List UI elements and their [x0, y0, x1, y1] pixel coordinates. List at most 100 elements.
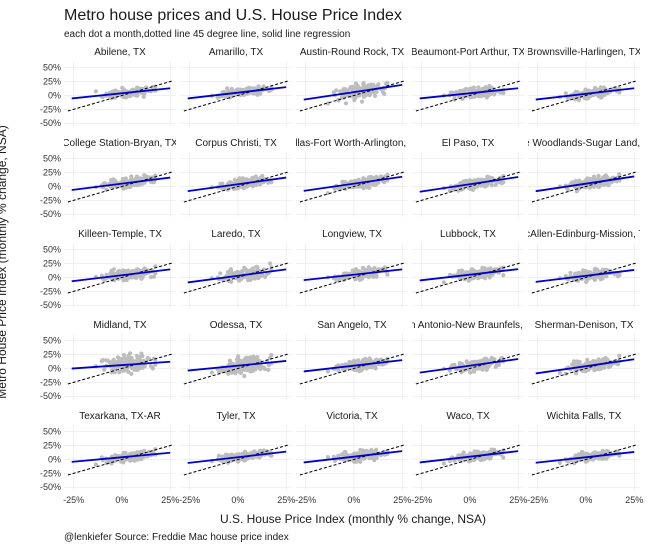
- data-point: [484, 183, 489, 188]
- facet-strip-label: Victoria, TX: [326, 411, 378, 422]
- facet-panel: McAllen-Edinburg-Mission, TX: [517, 229, 650, 308]
- data-point: [102, 181, 107, 186]
- data-point: [484, 367, 489, 373]
- facet-strip-label: Texarkana, TX-AR: [79, 411, 161, 422]
- data-point: [341, 88, 346, 93]
- facet-strip-label: McAllen-Edinburg-Mission, TX: [517, 229, 650, 240]
- data-point: [372, 458, 377, 463]
- data-point: [351, 358, 356, 364]
- y-tick-label: 50%: [43, 427, 61, 437]
- y-tick-label: -50%: [40, 118, 61, 128]
- data-point: [471, 369, 477, 374]
- data-point: [150, 449, 155, 454]
- y-tick-label: 0%: [48, 363, 61, 373]
- data-point: [606, 183, 611, 188]
- scatter-points: [557, 266, 622, 285]
- data-point: [574, 371, 579, 376]
- data-point: [450, 363, 455, 368]
- data-point: [218, 367, 223, 372]
- facet-panel: San Antonio-New Braunfels, TX: [412, 320, 524, 399]
- data-point: [218, 181, 223, 186]
- facet-strip-label: Wichita Falls, TX: [547, 411, 622, 422]
- data-point: [102, 278, 107, 283]
- reference-45-line: [299, 262, 405, 294]
- data-point: [229, 279, 234, 284]
- data-point: [109, 360, 114, 365]
- facet-strip-label: Dallas-Fort Worth-Arlington, TX: [282, 138, 421, 149]
- regression-line: [419, 268, 519, 282]
- data-point: [249, 356, 254, 361]
- data-point: [367, 357, 372, 362]
- data-point: [334, 277, 339, 283]
- data-point: [557, 370, 563, 376]
- data-point: [153, 447, 158, 452]
- data-point: [576, 98, 582, 103]
- data-point: [468, 370, 473, 375]
- data-point: [254, 264, 259, 269]
- data-point: [584, 279, 589, 285]
- data-point: [136, 267, 141, 272]
- data-point: [237, 177, 242, 182]
- data-point: [566, 459, 571, 464]
- facet-panel: Laredo, TX: [180, 229, 292, 308]
- data-point: [240, 269, 245, 274]
- data-point: [251, 368, 256, 373]
- data-point: [369, 365, 374, 370]
- data-point: [139, 273, 144, 278]
- data-point: [368, 273, 373, 278]
- reference-45-line: [67, 262, 173, 294]
- data-point: [563, 371, 568, 376]
- scatter-points: [209, 173, 274, 192]
- data-point: [93, 89, 98, 94]
- facet-panel: Killeen-Temple, TX -50% -25% 0% 25% 50%: [40, 229, 176, 310]
- facet-strip-label: Austin-Round Rock, TX: [300, 47, 405, 58]
- facet-panel: Amarillo, TX: [180, 47, 292, 126]
- data-point: [150, 180, 155, 185]
- scatter-points: [325, 80, 390, 106]
- y-tick-label: 25%: [43, 168, 61, 178]
- regression-line: [303, 175, 403, 192]
- data-point: [373, 366, 378, 371]
- reference-45-line: [415, 353, 521, 385]
- y-tick-label: 0%: [48, 90, 61, 100]
- regression-line: [535, 87, 635, 101]
- data-point: [617, 172, 622, 177]
- data-point: [576, 452, 582, 457]
- data-point: [614, 179, 619, 184]
- x-tick-label: 0%: [115, 495, 128, 505]
- regression-line: [535, 358, 635, 375]
- data-point: [492, 92, 497, 97]
- facet-strip-label: Brownsville-Harlingen, TX: [527, 47, 642, 58]
- facet-strip-label: Tyler, TX: [216, 411, 256, 422]
- data-point: [498, 180, 503, 185]
- data-point: [151, 274, 157, 279]
- data-point: [568, 270, 573, 275]
- y-tick-label: -25%: [40, 377, 61, 387]
- data-point: [126, 354, 131, 359]
- facet-strip-label: Waco, TX: [446, 411, 490, 422]
- data-point: [237, 452, 242, 457]
- reference-45-line: [183, 262, 289, 294]
- data-point: [129, 174, 134, 179]
- data-point: [115, 360, 120, 366]
- data-point: [615, 274, 621, 279]
- regression-line: [187, 360, 287, 372]
- data-point: [266, 367, 271, 372]
- data-point: [133, 93, 138, 98]
- data-point: [344, 93, 349, 98]
- x-tick-label: 0%: [231, 495, 244, 505]
- facet-panel: Brownsville-Harlingen, TX: [527, 47, 642, 126]
- data-point: [141, 94, 146, 99]
- facet-panel: Beaumont-Port Arthur, TX: [412, 47, 524, 126]
- data-point: [343, 101, 348, 106]
- regression-line: [187, 450, 287, 464]
- data-point: [132, 177, 137, 182]
- x-tick-label: -25%: [63, 495, 84, 505]
- facet-strip-label: Laredo, TX: [211, 229, 261, 240]
- data-point: [104, 187, 109, 192]
- data-point: [250, 276, 255, 281]
- data-point: [575, 90, 580, 95]
- data-point: [579, 449, 585, 455]
- data-point: [347, 86, 353, 91]
